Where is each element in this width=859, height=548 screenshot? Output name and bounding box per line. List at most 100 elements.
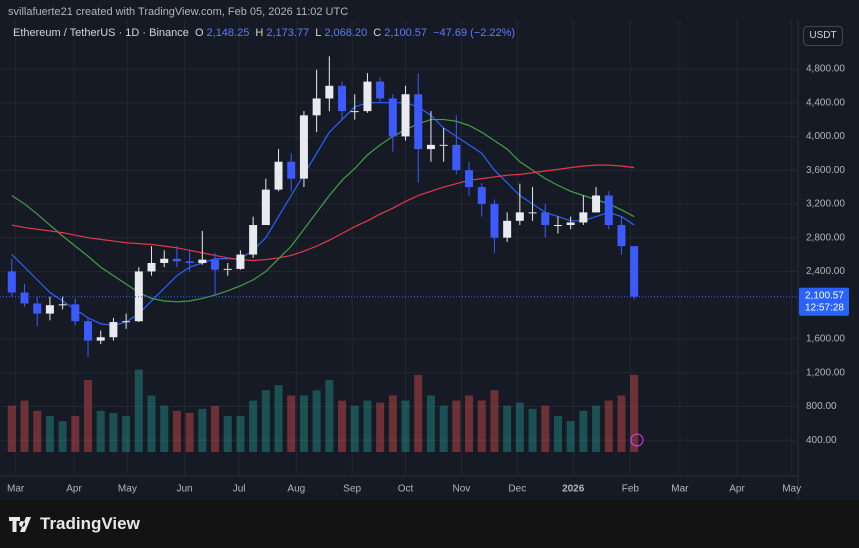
change: −47.69 (−2.22%) — [433, 27, 516, 39]
candle-body — [147, 263, 156, 272]
watermark: svillafuerte21 created with TradingView.… — [8, 6, 349, 18]
volume-bar — [249, 400, 258, 452]
volume-bar — [401, 400, 410, 452]
volume-bar — [211, 405, 220, 452]
candles — [7, 56, 639, 358]
volume-bar — [33, 410, 42, 452]
x-tick-label: 2026 — [562, 484, 585, 495]
volume-bar — [312, 390, 321, 452]
volume-bar — [84, 380, 93, 452]
x-tick-label: Dec — [508, 484, 526, 495]
volume-bar — [388, 395, 397, 452]
c-value: 2,100.57 — [384, 27, 428, 39]
candle-body — [109, 322, 118, 338]
candle-body — [515, 212, 524, 221]
volume-bar — [147, 395, 156, 452]
volume-bar — [617, 395, 626, 452]
volume-bar — [579, 410, 588, 452]
moving-average — [11, 118, 635, 303]
volume-bar — [592, 405, 601, 452]
y-tick-label: 1,600.00 — [806, 334, 845, 345]
x-tick-label: Feb — [622, 484, 640, 495]
h-value: 2,173.77 — [266, 27, 310, 39]
candle-body — [503, 220, 512, 238]
volume-bar — [122, 416, 131, 452]
x-tick-label: Jul — [233, 484, 246, 495]
volume-bar — [477, 400, 486, 452]
candle-body — [261, 189, 270, 226]
candle-body — [45, 305, 54, 314]
o-value: 2,148.25 — [206, 27, 250, 39]
candle-body — [249, 225, 258, 255]
y-tick-label: 4,400.00 — [806, 97, 845, 108]
volume-bar — [426, 395, 435, 452]
x-tick-label: Mar — [671, 484, 689, 495]
candle-body — [33, 303, 42, 314]
y-tick-label: 3,200.00 — [806, 199, 845, 210]
currency-button[interactable]: USDT — [803, 26, 843, 46]
volume-bar — [503, 405, 512, 452]
x-tick-label: Aug — [287, 484, 305, 495]
last-price-label: 2,100.57 — [805, 290, 844, 301]
x-tick-label: Mar — [7, 484, 25, 495]
volume-bar — [287, 395, 296, 452]
volume-bar — [630, 374, 639, 452]
candle-body — [84, 321, 93, 341]
candle-body — [198, 259, 207, 263]
brand: TradingView — [40, 514, 140, 533]
last-price-box — [799, 287, 849, 316]
candle-body — [7, 271, 16, 293]
x-tick-label: Sep — [343, 484, 361, 495]
x-tick-label: May — [118, 484, 137, 495]
candle-body — [541, 212, 550, 226]
volume-bar — [325, 380, 334, 452]
candle-body — [236, 254, 245, 269]
volume-bar — [96, 410, 105, 452]
volume-bar — [172, 410, 181, 452]
candle-body — [172, 258, 181, 262]
y-tick-label: 2,400.00 — [806, 266, 845, 277]
candle-body — [477, 187, 486, 204]
volume-bar — [274, 385, 283, 452]
h-label: H — [255, 27, 264, 39]
volume-bar — [45, 416, 54, 452]
chart: 400.00 800.00 1,200.00 1,600.00 2,400.00 2,80… — [0, 0, 859, 500]
candle-body — [376, 81, 385, 99]
countdown: 12:57:28 — [805, 302, 844, 313]
volume-bar — [261, 390, 270, 452]
candle-body — [566, 222, 575, 226]
c-label: C — [373, 27, 382, 39]
volume-bar — [528, 408, 537, 452]
volume-bar — [223, 416, 232, 452]
volume-bar — [604, 400, 613, 452]
symbol[interactable]: Ethereum / TetherUS · 1D · Binance — [13, 27, 189, 39]
y-tick-label: 4,000.00 — [806, 131, 845, 142]
x-tick-label: Nov — [453, 484, 471, 495]
y-tick-label: 400.00 — [806, 435, 837, 446]
volume-bar — [414, 374, 423, 452]
moving-average — [11, 164, 635, 262]
l-value: 2,068.20 — [324, 27, 368, 39]
candle-body — [592, 195, 601, 213]
candle-body — [71, 304, 80, 322]
volume-bar — [134, 369, 143, 452]
candle-body — [338, 85, 347, 112]
candle-body — [223, 268, 232, 270]
volume-bar — [541, 405, 550, 452]
volume-bar — [7, 405, 16, 452]
x-tick-label: Oct — [398, 484, 414, 495]
y-tick-label: 1,200.00 — [806, 367, 845, 378]
alert-icon[interactable] — [630, 433, 644, 447]
chart-bg — [0, 0, 859, 500]
candle-body — [630, 246, 639, 297]
volume-bar — [452, 400, 461, 452]
volume-bar — [553, 416, 562, 452]
candle-body — [325, 85, 334, 99]
candle-body — [299, 115, 308, 179]
candle-body — [312, 98, 321, 116]
candle-body — [401, 94, 410, 137]
candle-body — [490, 203, 499, 238]
candle-body — [185, 261, 194, 263]
volume-bar — [198, 408, 207, 452]
x-tick-label: Apr — [66, 484, 82, 495]
